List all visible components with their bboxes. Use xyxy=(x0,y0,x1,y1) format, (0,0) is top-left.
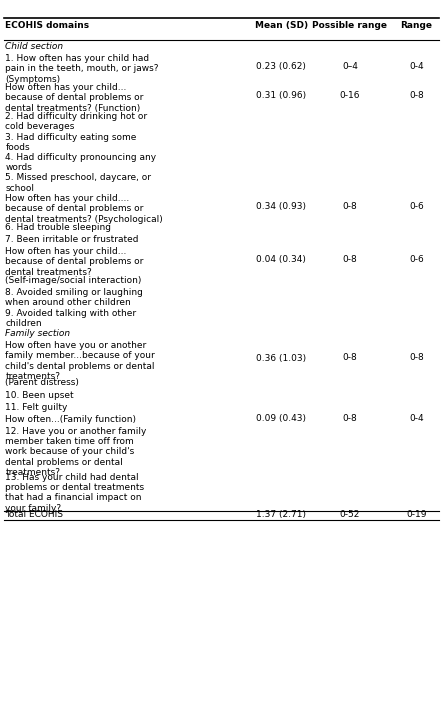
Text: Mean (SD): Mean (SD) xyxy=(255,21,308,30)
Text: 0.31 (0.96): 0.31 (0.96) xyxy=(256,91,307,100)
Text: How often have you or another
family member...because of your
child's dental pro: How often have you or another family mem… xyxy=(5,341,155,381)
Text: 0.23 (0.62): 0.23 (0.62) xyxy=(256,62,306,72)
Text: 0–4: 0–4 xyxy=(342,62,358,72)
Text: ECOHIS domains: ECOHIS domains xyxy=(5,21,89,30)
Text: Child section: Child section xyxy=(5,42,63,51)
Text: 0-8: 0-8 xyxy=(342,202,358,211)
Text: 0-16: 0-16 xyxy=(340,91,360,100)
Text: (Parent distress): (Parent distress) xyxy=(5,379,79,388)
Text: 1.37 (2.71): 1.37 (2.71) xyxy=(256,510,306,518)
Text: 0-6: 0-6 xyxy=(409,202,424,211)
Text: 0.09 (0.43): 0.09 (0.43) xyxy=(256,414,306,423)
Text: 6. Had trouble sleeping: 6. Had trouble sleeping xyxy=(5,223,111,232)
Text: 11. Felt guilty: 11. Felt guilty xyxy=(5,403,68,411)
Text: 5. Missed preschool, daycare, or
school: 5. Missed preschool, daycare, or school xyxy=(5,174,152,193)
Text: 1. How often has your child had
pain in the teeth, mouth, or jaws?
(Symptoms): 1. How often has your child had pain in … xyxy=(5,54,159,84)
Text: 4. Had difficulty pronouncing any
words: 4. Had difficulty pronouncing any words xyxy=(5,153,156,172)
Text: 0-4: 0-4 xyxy=(409,414,424,423)
Text: 12. Have you or another family
member taken time off from
work because of your c: 12. Have you or another family member ta… xyxy=(5,427,147,477)
Text: Range: Range xyxy=(400,21,432,30)
Text: Total ECOHIS: Total ECOHIS xyxy=(5,510,63,519)
Text: How often has your child...
because of dental problems or
dental treatments? (Fu: How often has your child... because of d… xyxy=(5,83,144,113)
Text: 0.04 (0.34): 0.04 (0.34) xyxy=(256,255,306,264)
Text: 0-52: 0-52 xyxy=(340,510,360,518)
Text: 10. Been upset: 10. Been upset xyxy=(5,390,74,400)
Text: 0.36 (1.03): 0.36 (1.03) xyxy=(256,354,307,362)
Text: 7. Been irritable or frustrated: 7. Been irritable or frustrated xyxy=(5,235,139,244)
Text: 0-19: 0-19 xyxy=(406,510,427,518)
Text: 13. Has your child had dental
problems or dental treatments
that had a financial: 13. Has your child had dental problems o… xyxy=(5,473,144,513)
Text: 9. Avoided talking with other
children: 9. Avoided talking with other children xyxy=(5,309,136,328)
Text: How often...(Family function): How often...(Family function) xyxy=(5,414,136,424)
Text: 3. Had difficulty eating some
foods: 3. Had difficulty eating some foods xyxy=(5,132,137,152)
Text: 0-8: 0-8 xyxy=(342,414,358,423)
Text: Possible range: Possible range xyxy=(312,21,388,30)
Text: 0-8: 0-8 xyxy=(409,91,424,100)
Text: Family section: Family section xyxy=(5,329,70,338)
Text: 0-8: 0-8 xyxy=(342,354,358,362)
Text: How often has your child...
because of dental problems or
dental treatments?: How often has your child... because of d… xyxy=(5,247,144,277)
Text: 0.34 (0.93): 0.34 (0.93) xyxy=(256,202,306,211)
Text: 2. Had difficulty drinking hot or
cold beverages: 2. Had difficulty drinking hot or cold b… xyxy=(5,112,148,132)
Text: 0-8: 0-8 xyxy=(342,255,358,264)
Text: 0-6: 0-6 xyxy=(409,255,424,264)
Text: 0-4: 0-4 xyxy=(409,62,424,72)
Text: (Self-image/social interaction): (Self-image/social interaction) xyxy=(5,276,142,285)
Text: How often has your child....
because of dental problems or
dental treatments? (P: How often has your child.... because of … xyxy=(5,194,163,224)
Text: 8. Avoided smiling or laughing
when around other children: 8. Avoided smiling or laughing when arou… xyxy=(5,288,143,307)
Text: 0-8: 0-8 xyxy=(409,354,424,362)
